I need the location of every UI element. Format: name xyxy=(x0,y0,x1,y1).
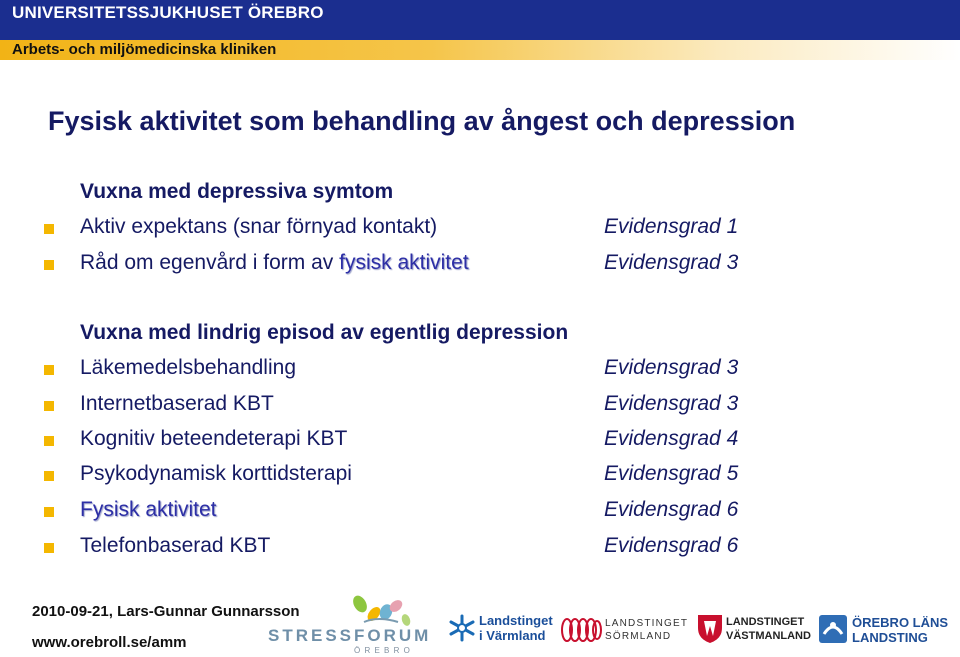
header-bar: UNIVERSITETSSJUKHUSET ÖREBRO xyxy=(0,0,960,40)
varmland-logo: Landstinget i Värmland xyxy=(448,612,553,648)
bullet-icon xyxy=(44,365,54,375)
item-text: Kognitiv beteendeterapi KBT xyxy=(80,427,348,450)
vastmanland-line1: LANDSTINGET xyxy=(726,616,805,628)
evidence-grade: Evidensgrad 3 xyxy=(604,356,739,379)
section-heading-mild-depression: Vuxna med lindrig episod av egentlig dep… xyxy=(80,321,569,344)
evidence-grade: Evidensgrad 1 xyxy=(604,215,739,238)
bullet-icon xyxy=(44,224,54,234)
orebro-line2: LANDSTING xyxy=(852,630,928,645)
slide-title: Fysisk aktivitet som behandling av ånges… xyxy=(48,106,796,136)
varmland-line2: i Värmland xyxy=(479,628,546,643)
orebro-logo: ÖREBRO LÄNS LANDSTING xyxy=(818,612,956,648)
footer-date-author: 2010-09-21, Lars-Gunnar Gunnarsson xyxy=(32,603,300,620)
item-text-part: Råd om egenvård i form av xyxy=(80,251,340,274)
evidence-grade: Evidensgrad 5 xyxy=(604,462,739,485)
stressforum-leaf-icon xyxy=(353,595,411,626)
evidence-grade: Evidensgrad 4 xyxy=(604,427,739,450)
vastmanland-line2: VÄSTMANLAND xyxy=(726,630,811,642)
item-text: Psykodynamisk korttidsterapi xyxy=(80,462,352,485)
sormland-line1: LANDSTINGET xyxy=(605,618,689,629)
crown-icon xyxy=(561,618,602,642)
evidence-grade: Evidensgrad 6 xyxy=(604,498,739,521)
item-text: Aktiv expektans (snar förnyad kontakt) xyxy=(80,215,438,238)
sormland-logo: LANDSTINGET SÖRMLAND xyxy=(560,614,692,646)
bullet-icon xyxy=(44,507,54,517)
bullet-icon xyxy=(44,471,54,481)
stressforum-logo: STRESSFORUM Ö R E B R O xyxy=(268,592,430,656)
sormland-line2: SÖRMLAND xyxy=(605,631,672,642)
evidence-grade: Evidensgrad 3 xyxy=(604,251,739,274)
evidence-grade: Evidensgrad 3 xyxy=(604,392,739,415)
snowflake-icon xyxy=(449,614,475,642)
bullet-icon xyxy=(44,401,54,411)
evidence-grade: Evidensgrad 6 xyxy=(604,534,739,557)
department-bar: Arbets- och miljömedicinska kliniken xyxy=(0,40,960,60)
bullet-icon xyxy=(44,543,54,553)
footer-url: www.orebroll.se/amm xyxy=(32,634,187,651)
item-text-self-care: Råd om egenvård i form av fysisk aktivit… xyxy=(80,251,469,275)
orebro-emblem-icon xyxy=(819,615,847,643)
section-heading-depressive-symptoms: Vuxna med depressiva symtom xyxy=(80,180,394,203)
item-text: Läkemedelsbehandling xyxy=(80,356,296,379)
stressforum-name: STRESSFORUM xyxy=(268,626,432,645)
stressforum-sub: Ö R E B R O xyxy=(354,646,411,655)
orebro-line1: ÖREBRO LÄNS xyxy=(852,615,949,630)
shield-icon xyxy=(698,615,722,643)
vastmanland-logo: LANDSTINGET VÄSTMANLAND xyxy=(696,610,812,648)
item-text-physical-activity: Fysisk aktivitet xyxy=(80,498,217,521)
varmland-line1: Landstinget xyxy=(479,613,553,628)
org-name: UNIVERSITETSSJUKHUSET ÖREBRO xyxy=(12,3,324,22)
department-name: Arbets- och miljömedicinska kliniken xyxy=(12,41,277,58)
item-text-emphasis: fysisk aktivitet xyxy=(339,251,469,274)
item-text: Telefonbaserad KBT xyxy=(80,534,271,557)
bullet-icon xyxy=(44,260,54,270)
bullet-icon xyxy=(44,436,54,446)
item-text: Internetbaserad KBT xyxy=(80,392,274,415)
